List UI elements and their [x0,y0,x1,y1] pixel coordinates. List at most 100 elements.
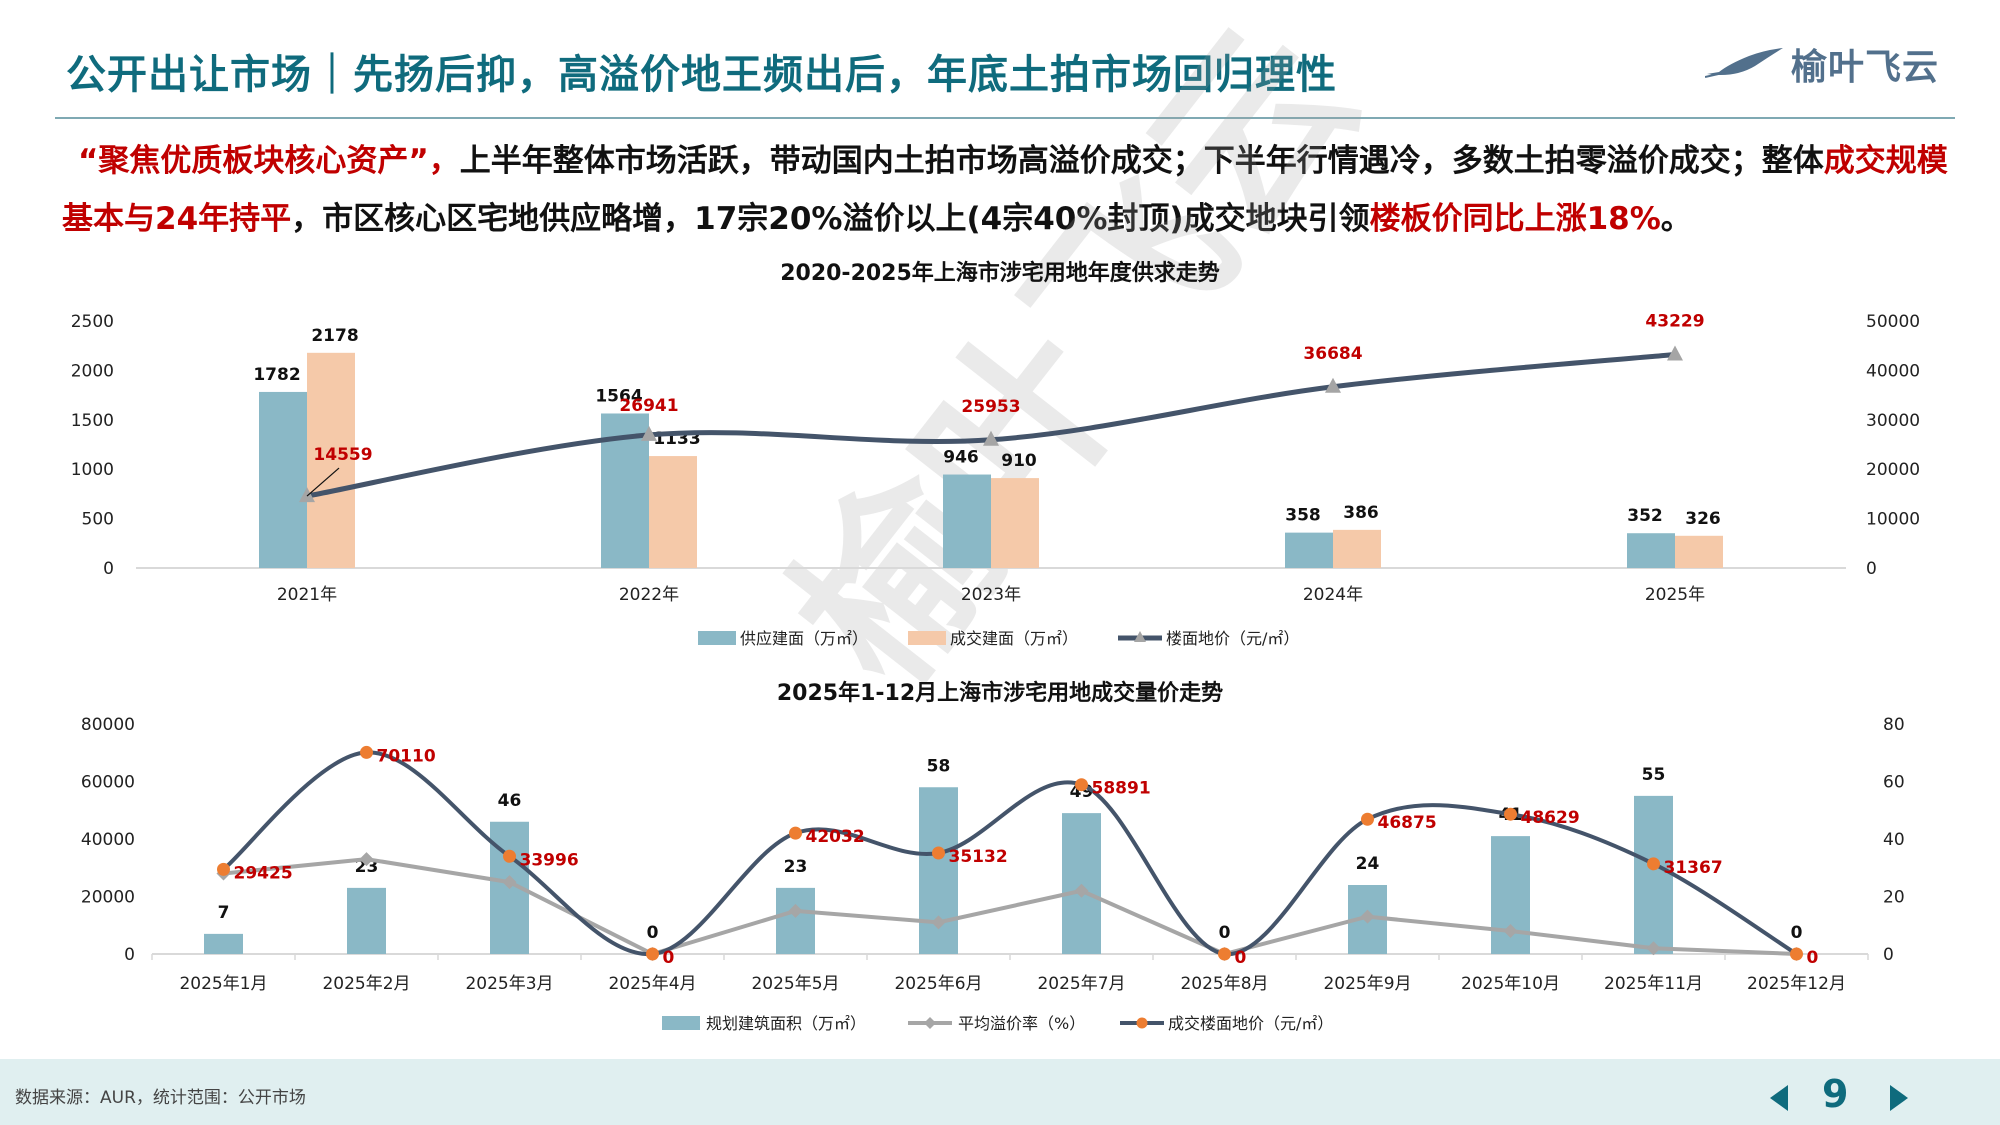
y-left-tick-label: 0 [103,559,114,579]
diamond-marker [1360,909,1375,924]
bar-data-label: 0 [647,923,659,943]
summary-text-3: 。 [1660,201,1692,237]
x-tick-label: 2025年10月 [1461,974,1560,994]
x-tick-label: 2025年1月 [179,974,267,994]
bar-data-label: 58 [927,756,951,776]
bar-data-label: 55 [1642,765,1666,785]
bar-data-label: 7 [218,903,230,923]
y-left-tick-label: 40000 [81,830,135,850]
bar-deal [649,456,697,568]
page-number: 9 [1822,1072,1849,1116]
page-title: 公开出让市场｜先扬后抑，高溢价地王频出后，年底土拍市场回归理性 [66,52,1337,98]
triangle-marker [299,487,315,503]
x-tick-label: 2025年6月 [894,974,982,994]
y-left-tick-label: 60000 [81,773,135,793]
y-right-tick-label: 0 [1866,559,1877,579]
deal-price-line [222,750,1798,957]
chart-title: 2020-2025年上海市涉宅用地年度供求走势 [780,260,1220,286]
summary-highlight-3: 楼板价同比上涨18% [1369,201,1661,237]
summary-highlight-2: 成交规模基本与24年持平 [62,143,1948,237]
bar-data-label: 910 [1001,451,1037,471]
legend-label: 供应建面（万㎡） [740,629,868,648]
circle-marker [1647,857,1660,871]
triangle-marker [641,425,657,441]
x-tick-label: 2025年11月 [1604,974,1703,994]
x-tick-label: 2025年4月 [608,974,696,994]
line-data-label: 0 [1807,948,1819,968]
bar-supply [1627,533,1675,568]
y-right-tick-label: 50000 [1866,312,1920,332]
premium-rate-line [223,857,1797,957]
circle-marker [1075,778,1088,792]
legend-label: 成交建面（万㎡） [950,629,1078,648]
x-tick-label: 2025年3月 [465,974,553,994]
legend-diamond-icon [924,1017,936,1029]
line-data-label: 33996 [520,850,579,870]
line-data-label: 35132 [949,847,1008,867]
footer-bar [0,1059,2000,1125]
bar-data-label: 23 [784,857,808,877]
line-data-label: 25953 [961,397,1020,417]
circle-marker [646,947,659,961]
line-data-label: 48629 [1521,808,1580,828]
circle-marker [1361,812,1374,826]
x-tick-label: 2025年9月 [1323,974,1411,994]
prev-page-arrow-icon[interactable] [1770,1085,1788,1111]
circle-marker [789,826,802,840]
y-left-tick-label: 2000 [71,361,114,381]
line-data-label: 46875 [1378,813,1437,833]
legend-triangle-icon [1134,631,1146,642]
bar-data-label: 946 [943,448,979,468]
y-right-tick-label: 10000 [1866,510,1920,530]
bar-deal [991,478,1039,568]
diamond-marker [1074,883,1089,898]
bar-supply [1285,532,1333,568]
line-data-label: 36684 [1303,344,1362,364]
bar-supply [259,391,307,568]
legend-swatch-deal [908,631,946,645]
x-tick-label: 2021年 [277,585,337,605]
y-right-tick-label: 20000 [1866,460,1920,480]
y-left-tick-label: 500 [82,510,114,530]
line-data-label: 0 [1235,948,1247,968]
diamond-marker [1646,941,1661,956]
circle-marker [1504,807,1517,821]
line-data-label: 14559 [313,445,372,465]
bar-planned-area [1634,795,1673,954]
y-right-tick-label: 40000 [1866,361,1920,381]
label-leader-line [306,467,340,497]
bar-data-label: 386 [1343,503,1379,523]
x-tick-label: 2025年8月 [1180,974,1268,994]
line-data-label: 26941 [619,396,678,416]
x-tick-label: 2025年7月 [1037,974,1125,994]
bar-data-label: 1782 [253,365,300,385]
circle-marker [217,862,230,876]
diamond-marker [1503,924,1518,938]
bar-data-label: 352 [1627,506,1663,526]
diamond-marker [502,875,517,890]
diamond-marker [359,852,374,867]
y-right-tick-label: 30000 [1866,411,1920,431]
data-source-note: 数据来源：AUR，统计范围：公开市场 [15,1088,306,1108]
y-left-tick-label: 1000 [71,460,114,480]
circle-marker [1218,947,1231,961]
y-right-tick-label: 20 [1883,888,1905,908]
bar-data-label: 2178 [311,326,358,346]
next-page-arrow-icon[interactable] [1890,1085,1908,1111]
brand-logo: 榆叶飞云 [1705,38,1939,90]
logo-text: 榆叶飞云 [1791,47,1940,88]
diamond-marker [788,903,803,918]
x-tick-label: 2024年 [1303,585,1363,605]
summary-text-2: ，市区核心区宅地供应略增，17宗20%溢价以上(4宗40%封顶)成交地块引领 [291,201,1370,237]
bar-deal [307,352,355,568]
line-data-label: 43229 [1645,311,1704,331]
bar-planned-area [776,887,815,954]
line-data-label: 29425 [234,863,293,883]
bar-data-label: 358 [1285,506,1321,526]
x-tick-label: 2023年 [961,585,1021,605]
circle-marker [503,849,516,863]
feather-icon [1705,48,1783,78]
legend-label: 规划建筑面积（万㎡） [706,1014,866,1033]
x-tick-label: 2025年5月 [751,974,839,994]
